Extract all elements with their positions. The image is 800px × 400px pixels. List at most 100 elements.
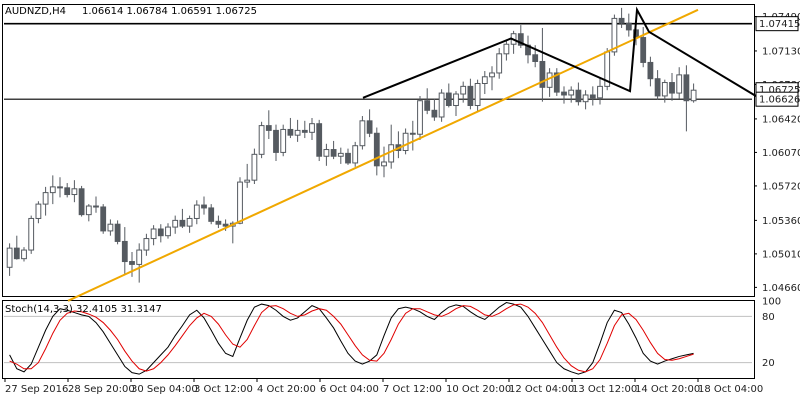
candle-body	[129, 261, 135, 265]
candle	[604, 48, 611, 91]
candle	[201, 196, 207, 215]
candle	[35, 201, 42, 224]
candle	[143, 233, 150, 256]
candle	[352, 141, 359, 167]
candle-body	[150, 228, 157, 240]
candle-body	[35, 203, 42, 219]
candle	[489, 66, 495, 91]
price-badge-box	[755, 91, 799, 107]
candle-body	[561, 91, 567, 96]
candle-body	[172, 219, 179, 228]
candle	[517, 25, 524, 49]
candle	[280, 124, 287, 157]
candle	[417, 95, 423, 140]
candle-body	[287, 128, 294, 136]
candle	[129, 251, 135, 277]
candle	[503, 39, 510, 61]
candle-body	[237, 181, 243, 224]
candle-body	[215, 220, 222, 225]
candle-body	[647, 61, 654, 80]
candle	[265, 110, 272, 140]
candle	[388, 124, 395, 169]
candle-body	[575, 89, 582, 103]
candle-body	[611, 17, 618, 53]
time-tick-label: 14 Oct 20:00	[635, 384, 700, 395]
candle	[690, 83, 697, 103]
candle	[71, 180, 78, 203]
candle-body	[445, 92, 452, 107]
candle	[64, 183, 71, 198]
candle-body	[280, 128, 287, 153]
candle-body	[193, 204, 200, 219]
candle	[359, 116, 366, 150]
candle	[402, 128, 409, 155]
candle	[661, 79, 668, 103]
candle-body	[676, 74, 683, 94]
time-tick-label: 13 Oct 12:00	[572, 384, 637, 395]
candle-body	[654, 78, 661, 97]
candle-body	[57, 186, 63, 189]
candle	[553, 68, 560, 96]
candle-body	[301, 129, 308, 133]
candle	[676, 67, 683, 99]
candle-body	[21, 249, 27, 260]
candle	[330, 140, 337, 160]
candle	[100, 204, 107, 234]
stoch-pane	[4, 302, 752, 375]
candle	[57, 177, 63, 198]
price-tick-label: 1.04660	[762, 283, 800, 294]
candle	[366, 109, 373, 138]
candle-body	[589, 94, 596, 99]
candle-body	[323, 149, 330, 157]
candle-body	[294, 129, 301, 136]
candle	[373, 127, 380, 176]
candle-body	[460, 85, 467, 95]
stoch-axis-label: 20	[762, 358, 775, 369]
candle	[409, 120, 416, 151]
candle-body	[366, 120, 373, 134]
candle-body	[186, 217, 193, 227]
ohlc-label: 1.06614 1.06784 1.06591 1.06725	[82, 6, 257, 17]
candle	[78, 185, 85, 217]
candle	[582, 90, 589, 110]
stoch-main-line	[9, 302, 694, 375]
time-tick-label: 6 Oct 04:00	[320, 384, 379, 395]
candle	[85, 204, 92, 222]
candle-body	[49, 186, 56, 194]
price-tick-label: 1.05720	[762, 181, 800, 192]
candle-body	[553, 72, 560, 93]
candle	[640, 27, 647, 68]
price-badge-label: 1.06725	[759, 85, 800, 96]
candle-body	[402, 132, 409, 151]
candle	[381, 146, 387, 178]
candle	[193, 200, 200, 225]
candle-body	[481, 76, 488, 84]
time-tick-label: 27 Sep 2016	[5, 384, 68, 395]
candle-body	[93, 205, 99, 208]
candle-body	[265, 125, 272, 131]
candle	[625, 13, 632, 37]
candle	[244, 163, 251, 188]
candle	[186, 215, 193, 233]
axes: 1.074901.071301.067801.064201.060701.057…	[4, 12, 800, 395]
candle	[172, 215, 179, 234]
candle-body	[517, 33, 524, 46]
candle	[114, 220, 121, 245]
candle-body	[438, 92, 445, 118]
candle	[568, 86, 575, 103]
price-pane-frame	[2, 4, 755, 297]
candle-body	[467, 85, 474, 107]
candle	[561, 86, 567, 104]
candle	[6, 243, 13, 276]
candle-body	[179, 219, 186, 227]
candle	[496, 48, 503, 79]
candle-body	[244, 179, 251, 183]
candle	[49, 175, 56, 205]
candle-body	[625, 22, 632, 31]
price-tick-label: 1.06420	[762, 114, 800, 125]
candle	[510, 30, 517, 54]
candle	[345, 148, 351, 165]
stoch-axis-label: 80	[762, 312, 775, 323]
